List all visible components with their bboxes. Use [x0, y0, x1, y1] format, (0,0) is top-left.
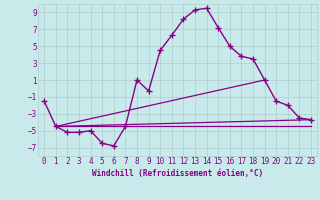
- X-axis label: Windchill (Refroidissement éolien,°C): Windchill (Refroidissement éolien,°C): [92, 169, 263, 178]
